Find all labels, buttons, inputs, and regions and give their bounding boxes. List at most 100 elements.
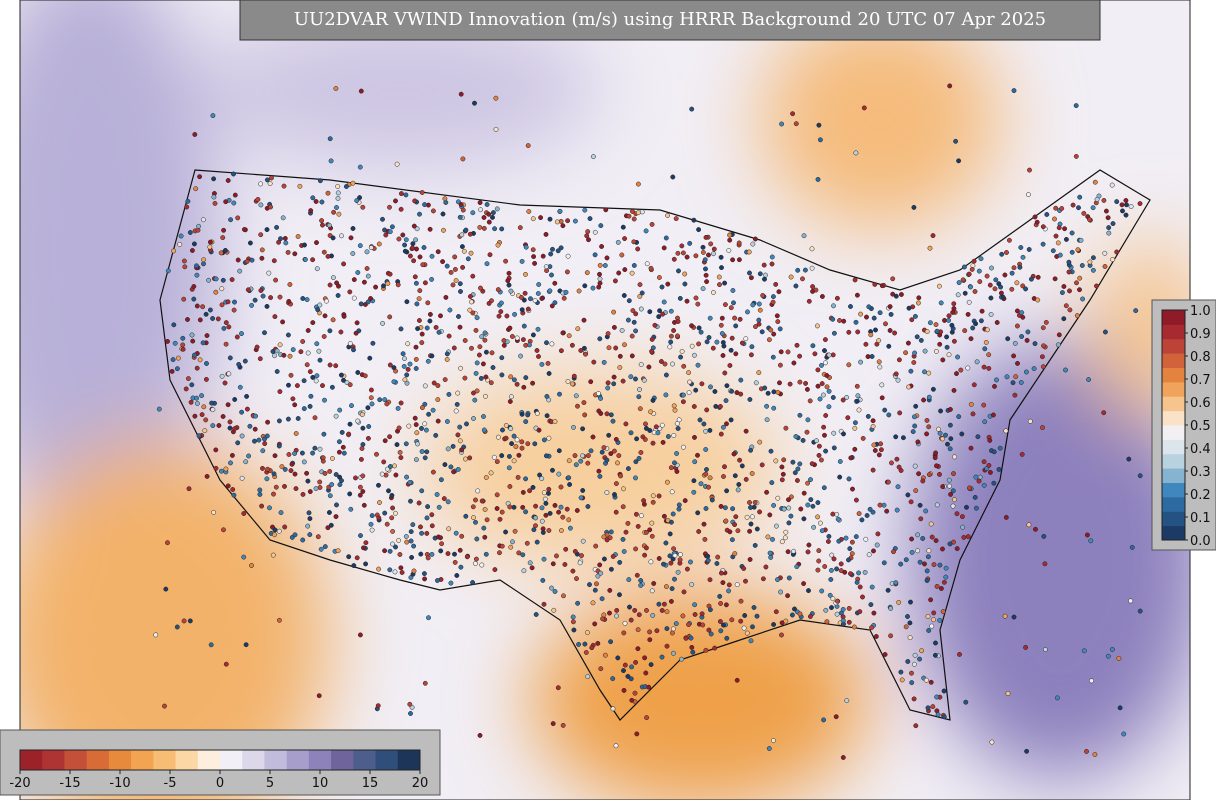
observation-dot — [655, 430, 661, 436]
observation-dot — [313, 199, 319, 204]
observation-dot — [920, 536, 926, 541]
observation-dot — [190, 338, 196, 344]
observation-dot — [410, 245, 415, 251]
observation-dot — [357, 632, 363, 638]
observation-dot — [575, 326, 581, 332]
observation-dot — [793, 434, 799, 439]
observation-dot — [743, 476, 749, 482]
observation-dot — [720, 353, 726, 358]
observation-dot — [659, 422, 665, 428]
observation-dot — [497, 550, 502, 556]
observation-dot — [700, 286, 706, 292]
observation-dot — [930, 386, 936, 392]
observation-dot — [696, 325, 702, 331]
observation-dot — [1124, 202, 1129, 208]
observation-dot — [954, 546, 960, 552]
observation-dot — [769, 480, 775, 486]
observation-dot — [748, 352, 754, 358]
observation-dot — [822, 432, 827, 438]
observation-dot — [664, 626, 670, 632]
observation-dot — [237, 268, 243, 274]
observation-dot — [346, 554, 352, 560]
observation-dot — [596, 468, 602, 474]
observation-dot — [676, 417, 682, 423]
observation-dot — [933, 450, 939, 456]
observation-dot — [706, 252, 711, 258]
observation-dot — [314, 266, 320, 272]
observation-dot — [406, 423, 412, 429]
observation-dot — [278, 510, 284, 516]
observation-dot — [729, 537, 735, 543]
observation-dot — [429, 276, 435, 282]
observation-dot — [729, 335, 735, 341]
observation-dot — [1077, 287, 1082, 293]
observation-dot — [1050, 248, 1056, 254]
observation-dot — [1027, 167, 1032, 173]
observation-dot — [514, 381, 520, 387]
observation-dot — [700, 622, 706, 628]
observation-dot — [895, 377, 901, 383]
observation-dot — [336, 439, 342, 445]
observation-dot — [770, 354, 776, 360]
observation-dot — [819, 528, 825, 534]
observation-dot — [691, 489, 697, 495]
observation-dot — [913, 723, 919, 729]
observation-dot — [556, 509, 562, 515]
observation-dot — [631, 263, 637, 268]
observation-dot — [779, 464, 785, 470]
observation-dot — [427, 311, 433, 317]
observation-dot — [851, 624, 857, 630]
observation-dot — [615, 460, 620, 466]
observation-dot — [1012, 340, 1018, 346]
observation-dot — [846, 476, 852, 482]
observation-dot — [770, 738, 776, 743]
observation-dot — [703, 428, 709, 434]
observation-dot — [241, 554, 247, 560]
observation-dot — [1011, 265, 1017, 271]
observation-dot — [341, 450, 347, 456]
observation-dot — [620, 536, 626, 542]
observation-dot — [585, 453, 591, 459]
observation-dot — [413, 237, 419, 243]
observation-dot — [221, 527, 226, 533]
observation-dot — [678, 552, 683, 557]
observation-dot — [994, 320, 1000, 325]
observation-dot — [821, 485, 827, 491]
observation-dot — [252, 438, 257, 444]
observation-dot — [321, 431, 327, 437]
observation-dot — [945, 441, 950, 447]
colorbar-swatch — [242, 750, 265, 770]
observation-dot — [588, 379, 594, 385]
observation-dot — [458, 289, 463, 294]
observation-dot — [411, 543, 417, 549]
observation-dot — [222, 247, 228, 253]
observation-dot — [519, 411, 525, 417]
observation-dot — [527, 488, 533, 494]
observation-dot — [646, 364, 652, 370]
observation-dot — [365, 435, 371, 441]
observation-dot — [317, 302, 323, 308]
observation-dot — [876, 338, 882, 343]
observation-dot — [982, 346, 988, 352]
observation-dot — [687, 379, 693, 385]
observation-dot — [927, 245, 933, 251]
observation-dot — [403, 192, 409, 198]
observation-dot — [865, 354, 871, 360]
observation-dot — [494, 492, 500, 498]
observation-dot — [881, 502, 887, 508]
observation-dot — [569, 381, 575, 387]
observation-dot — [433, 324, 439, 330]
observation-dot — [258, 232, 264, 238]
observation-dot — [623, 529, 629, 535]
observation-dot — [327, 328, 333, 334]
observation-dot — [523, 271, 528, 277]
observation-dot — [615, 239, 621, 245]
observation-dot — [360, 204, 366, 210]
observation-dot — [610, 676, 616, 682]
observation-dot — [253, 413, 259, 419]
observation-dot — [305, 478, 311, 484]
observation-dot — [495, 242, 501, 248]
observation-dot — [1059, 206, 1065, 211]
observation-dot — [696, 529, 702, 534]
observation-dot — [678, 354, 684, 360]
